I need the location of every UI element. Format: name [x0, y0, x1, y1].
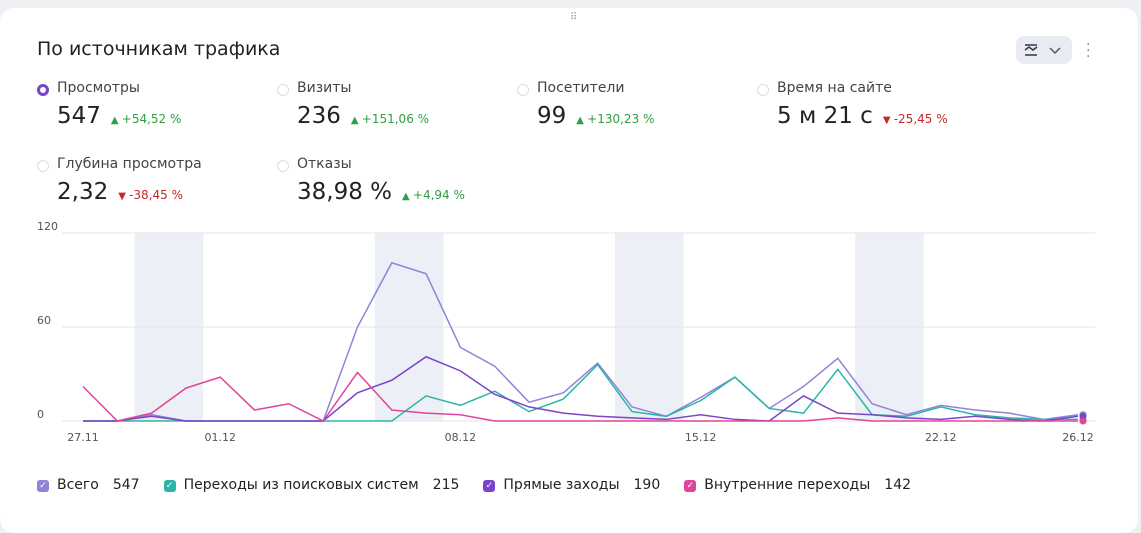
metric-change: -25,45 %: [883, 112, 948, 126]
metric-label: Время на сайте: [777, 80, 892, 96]
x-tick-label: 01.12: [204, 431, 236, 444]
metric-radio[interactable]: [517, 84, 529, 96]
metric-change: +54,52 %: [111, 112, 182, 126]
legend-label[interactable]: Переходы из поисковых систем: [183, 477, 419, 493]
metric-value: 236: [297, 103, 341, 129]
series-line: [82, 371, 1078, 422]
x-tick-label: 26.12: [1062, 431, 1094, 444]
x-tick-label: 22.12: [925, 431, 957, 444]
series-line: [83, 355, 1079, 422]
metric-change: -38,45 %: [118, 188, 183, 202]
legend-checkbox[interactable]: ✓: [37, 480, 49, 492]
x-tick-label: 27.11: [67, 431, 99, 444]
metric-label: Просмотры: [57, 80, 140, 96]
metric-label: Посетители: [537, 80, 625, 96]
x-tick-label: 15.12: [685, 431, 717, 444]
metric-value: 5 м 21 с: [777, 103, 873, 129]
metric-change: +4,94 %: [402, 188, 465, 202]
metric-radio[interactable]: [277, 160, 289, 172]
metric-value: 99: [537, 103, 567, 129]
metric-value: 547: [57, 103, 101, 129]
legend-checkbox[interactable]: ✓: [483, 480, 496, 492]
legend-checkbox[interactable]: ✓: [163, 480, 176, 492]
x-tick-label: 08.12: [445, 431, 477, 444]
metric-label: Визиты: [297, 80, 352, 96]
y-tick-label: 60: [37, 314, 51, 327]
menu-button[interactable]: · · ·: [1086, 37, 1091, 65]
y-tick-label: 120: [37, 220, 58, 233]
metric-value: 38,98 %: [297, 179, 393, 205]
series-line: [83, 261, 1079, 422]
metric-radio[interactable]: [37, 160, 49, 172]
legend-label[interactable]: Внутренние переходы: [704, 477, 871, 493]
widget-title: По источникам трафика: [37, 38, 281, 60]
legend-label[interactable]: Всего: [57, 477, 99, 493]
metric-radio[interactable]: [37, 84, 49, 96]
legend-total: 547: [112, 477, 140, 493]
legend-total: 215: [432, 477, 460, 493]
legend-label[interactable]: Прямые заходы: [503, 477, 620, 493]
metric-value: 2,32: [57, 179, 109, 205]
drag-handle[interactable]: ⠿: [570, 12, 578, 23]
icon: [1024, 44, 1061, 56]
series-line: [83, 363, 1078, 422]
metric-change: +151,06 %: [351, 112, 429, 126]
legend-total: 190: [633, 477, 661, 493]
legend-total: 142: [884, 477, 912, 493]
metric-change: +130,23 %: [576, 112, 654, 126]
metric-label: Глубина просмотра: [57, 156, 202, 172]
chart-type-button[interactable]: [1016, 36, 1072, 64]
y-tick-label: 0: [37, 408, 44, 421]
legend-checkbox[interactable]: ✓: [684, 480, 697, 492]
metric-radio[interactable]: [277, 84, 289, 96]
end-point: [1079, 417, 1087, 425]
metric-label: Отказы: [297, 156, 352, 172]
metric-radio[interactable]: [757, 84, 769, 96]
